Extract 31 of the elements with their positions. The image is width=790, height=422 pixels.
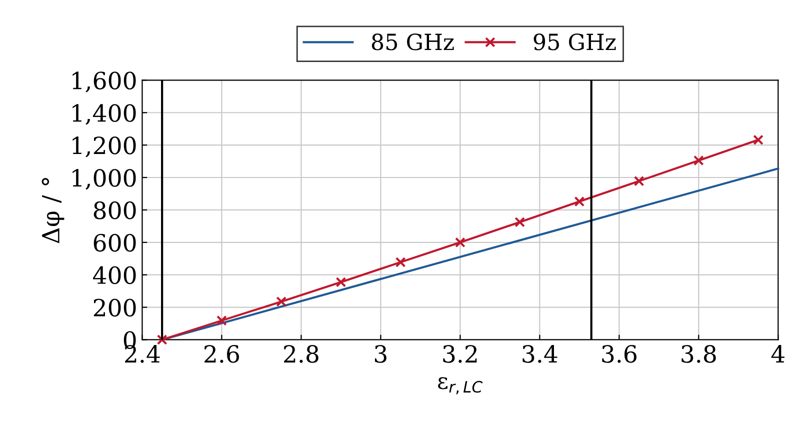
x-tick-label: 2.6 bbox=[204, 344, 239, 363]
point bbox=[753, 134, 764, 146]
y-tick-label: 1,600 bbox=[72, 72, 136, 92]
x-axis-title: ε$_{r,LC}$ bbox=[438, 377, 483, 394]
legend-label: 95 GHz bbox=[534, 34, 616, 50]
y-tick-label: 1,400 bbox=[72, 104, 136, 125]
point bbox=[156, 334, 168, 345]
point bbox=[693, 155, 704, 166]
point bbox=[336, 276, 346, 288]
y-tick-label: 1,000 bbox=[72, 168, 136, 190]
x-tick-label: 4 bbox=[771, 344, 784, 363]
y-axis-title: Δφ / ° bbox=[42, 178, 64, 244]
point bbox=[395, 256, 406, 268]
x-tick-label: 2.8 bbox=[284, 344, 318, 363]
x-tick-label: 3.6 bbox=[602, 344, 636, 363]
y-tick-label: 800 bbox=[94, 201, 136, 220]
point bbox=[454, 237, 466, 248]
point bbox=[574, 196, 585, 207]
x-tick-label: 3 bbox=[374, 344, 386, 363]
legend-label: 85 GHz bbox=[372, 34, 454, 50]
y-tick-label: 600 bbox=[94, 234, 136, 252]
point bbox=[276, 296, 287, 307]
y-tick-label: 1,200 bbox=[72, 136, 136, 158]
point bbox=[634, 176, 644, 186]
x-tick-label: 3.2 bbox=[443, 344, 477, 363]
x-tick-label: 3.8 bbox=[682, 344, 716, 363]
y-tick-label: 400 bbox=[93, 266, 136, 284]
point bbox=[216, 315, 227, 326]
y-tick-label: 200 bbox=[94, 298, 136, 317]
point bbox=[514, 216, 526, 228]
x-tick-label: 3.4 bbox=[522, 344, 558, 363]
